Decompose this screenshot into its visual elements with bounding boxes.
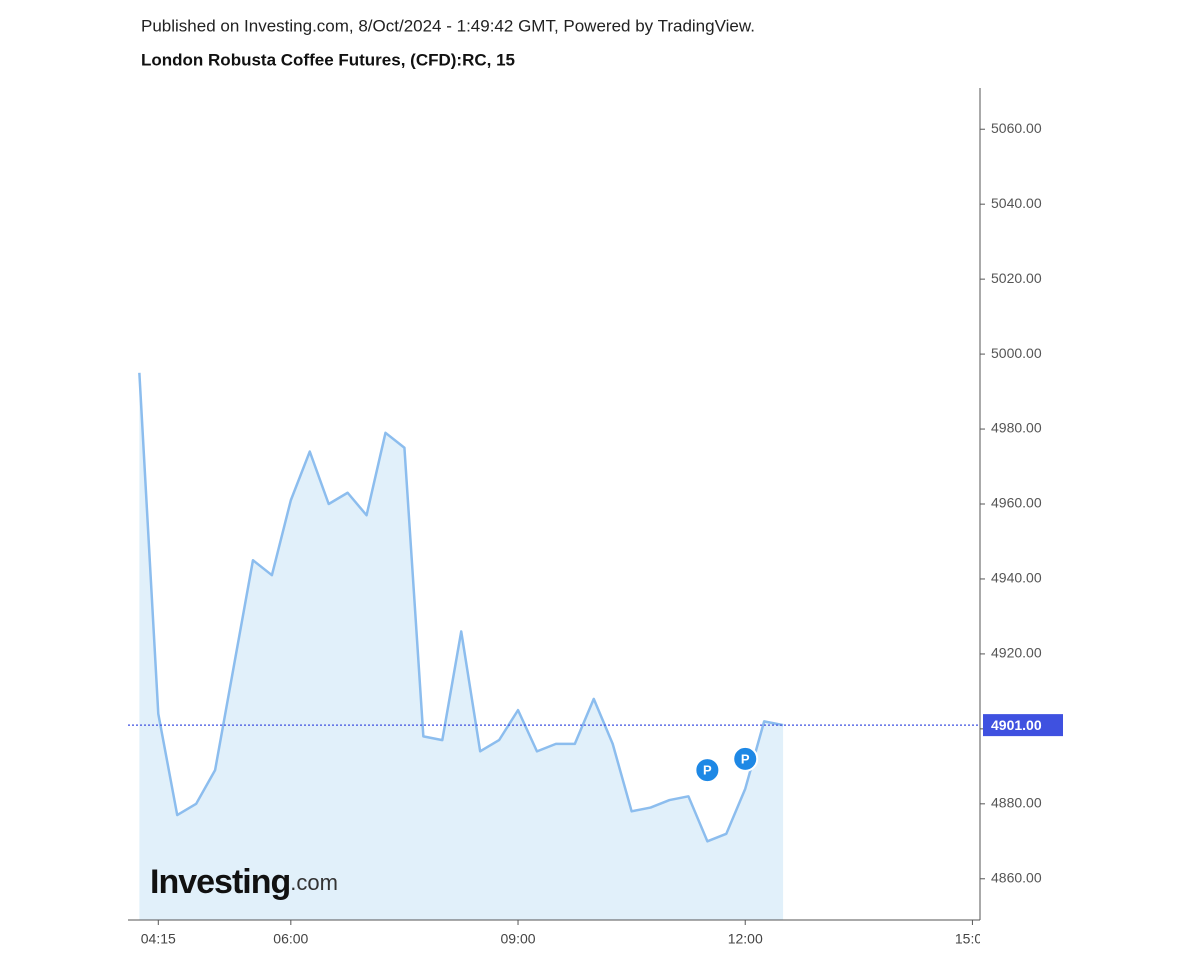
published-note: Published on Investing.com, 8/Oct/2024 -… — [141, 16, 755, 35]
last-price-label: 4901.00 — [991, 717, 1042, 733]
x-tick-label: 06:00 — [273, 931, 308, 947]
y-tick-label: 4880.00 — [991, 795, 1042, 811]
x-tick-label: 09:00 — [501, 931, 536, 947]
watermark-suffix: .com — [290, 870, 338, 895]
y-tick-label: 5040.00 — [991, 195, 1042, 211]
event-marker-label: P — [703, 763, 712, 778]
y-tick-label: 4980.00 — [991, 420, 1042, 436]
y-tick-label: 5020.00 — [991, 270, 1042, 286]
x-tick-label: 15:00 — [955, 931, 990, 947]
y-tick-label: 5060.00 — [991, 120, 1042, 136]
y-tick-label: 4920.00 — [991, 645, 1042, 661]
x-tick-label: 04:15 — [141, 931, 176, 947]
event-marker-label: P — [741, 751, 750, 766]
chart-title: London Robusta Coffee Futures, (CFD):RC,… — [141, 50, 515, 69]
watermark-name: Investing — [150, 863, 290, 901]
event-marker — [732, 745, 759, 772]
event-marker — [694, 757, 721, 784]
y-tick-label: 4940.00 — [991, 570, 1042, 586]
y-tick-label: 5000.00 — [991, 345, 1042, 361]
y-tick-label: 4860.00 — [991, 869, 1042, 885]
y-tick-label: 4960.00 — [991, 495, 1042, 511]
area-fill — [139, 372, 784, 920]
watermark: Investing.com — [150, 863, 338, 901]
price-line — [138, 372, 784, 843]
x-tick-label: 12:00 — [728, 931, 763, 947]
last-price-box — [983, 714, 1063, 737]
